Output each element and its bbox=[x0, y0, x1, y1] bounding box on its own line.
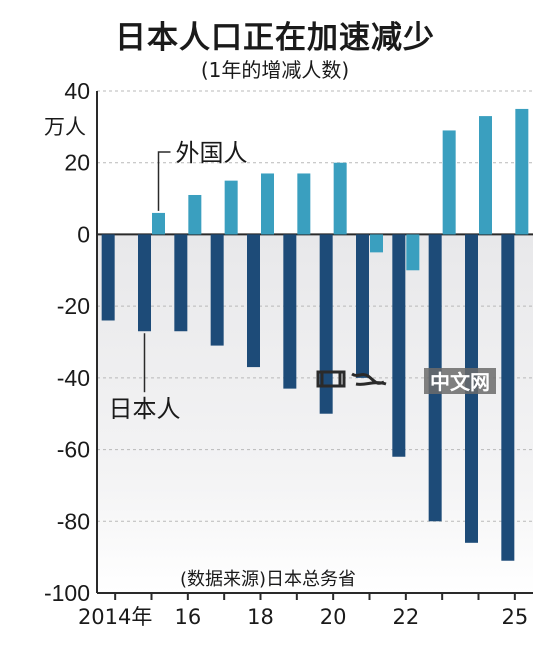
watermark-text: 中文网 bbox=[430, 370, 490, 394]
bar-foreign bbox=[442, 130, 456, 235]
bar-foreign bbox=[515, 108, 529, 235]
bar-japanese bbox=[392, 234, 406, 457]
bar-japanese bbox=[319, 234, 333, 414]
source-note: (数据来源)日本总务省 bbox=[180, 569, 356, 590]
bar-foreign bbox=[224, 180, 238, 235]
bar-japanese bbox=[138, 234, 151, 332]
x-tick-label: 16 bbox=[174, 605, 201, 629]
y-tick-label: 40 bbox=[64, 78, 90, 104]
bar-foreign bbox=[479, 116, 492, 235]
bar-japanese bbox=[247, 234, 260, 368]
bar-japanese bbox=[283, 234, 297, 389]
y-tick-label: 20 bbox=[64, 150, 90, 176]
bar-japanese bbox=[356, 234, 369, 378]
x-tick-label: 2014年 bbox=[78, 605, 152, 629]
bar-foreign bbox=[333, 162, 347, 235]
watermark-logo-icon bbox=[316, 370, 346, 388]
bar-japanese bbox=[174, 234, 188, 332]
y-tick-label: -20 bbox=[57, 293, 90, 319]
y-tick-label: -60 bbox=[57, 437, 90, 463]
bar-japanese bbox=[210, 234, 224, 346]
y-tick-label: -40 bbox=[57, 365, 90, 391]
x-tick-label: 22 bbox=[392, 605, 419, 629]
bar-foreign bbox=[297, 173, 311, 235]
y-unit-label: 万人 bbox=[44, 115, 86, 139]
series-label-japanese: 日本人 bbox=[109, 395, 181, 423]
bar-foreign bbox=[261, 173, 274, 235]
bar-japanese bbox=[501, 234, 515, 561]
x-tick-label: 18 bbox=[247, 605, 274, 629]
bar-japanese bbox=[101, 234, 115, 321]
y-tick-label: -80 bbox=[57, 508, 90, 534]
bar-foreign bbox=[188, 194, 202, 235]
watermark-brush-icon bbox=[351, 372, 387, 386]
x-tick-label: 25 bbox=[501, 605, 528, 629]
chart-title: 日本人口正在加速减少 bbox=[115, 20, 435, 56]
negative-region-shading bbox=[97, 234, 533, 593]
y-tick-label: -100 bbox=[44, 580, 90, 606]
watermark: 中文网 bbox=[316, 368, 496, 394]
foreign-callout-line bbox=[157, 151, 171, 211]
y-tick-label: 0 bbox=[77, 221, 90, 247]
series-label-foreign: 外国人 bbox=[176, 139, 248, 167]
bar-foreign bbox=[152, 212, 165, 235]
chart-subtitle: (1年的增减人数) bbox=[200, 58, 350, 82]
bar-foreign bbox=[406, 234, 420, 271]
bar-foreign bbox=[370, 234, 383, 253]
x-tick-label: 20 bbox=[320, 605, 347, 629]
